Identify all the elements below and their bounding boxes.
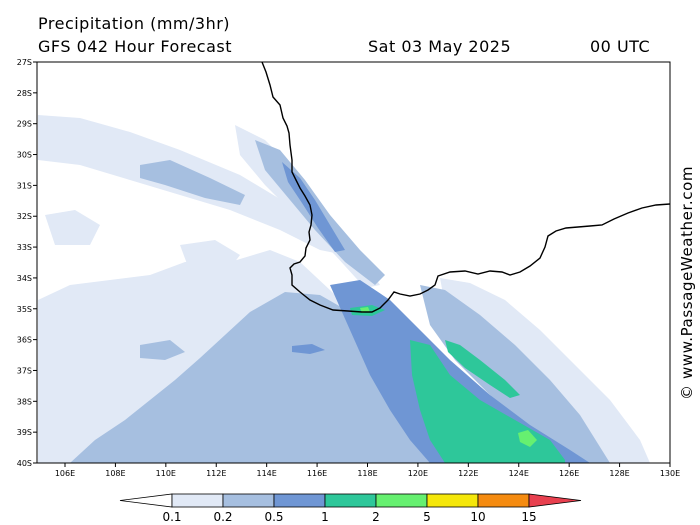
forecast-subtitle: GFS 042 Hour Forecast [38, 37, 233, 56]
legend-swatch [528, 493, 582, 508]
precip-light-patch-mid [180, 240, 240, 275]
lat-label: 34S [17, 274, 32, 283]
legend-swatch [324, 493, 377, 508]
lat-label: 36S [17, 336, 32, 345]
lon-label: 114E [257, 469, 277, 478]
lat-label: 31S [17, 181, 32, 190]
lon-label: 106E [55, 469, 75, 478]
legend-swatch [273, 493, 326, 508]
legend-swatch [375, 493, 428, 508]
lat-label: 27S [17, 58, 32, 67]
lat-label: 29S [17, 120, 32, 129]
lon-label: 120E [408, 469, 428, 478]
precip-light-patch-west [45, 210, 100, 245]
latitude-axis: 27S 28S 29S 30S 31S 32S 33S 34S 35S 36S 37S 38S 39S 4… [17, 58, 37, 468]
lon-label: 116E [307, 469, 327, 478]
legend-swatch [222, 493, 275, 508]
lat-label: 28S [17, 89, 32, 98]
legend-label: 0.2 [213, 510, 232, 524]
lat-label: 39S [17, 428, 32, 437]
map-title: Precipitation (mm/3hr) [38, 14, 231, 33]
precip-moderate-streak-north [140, 160, 245, 205]
longitude-axis: 106E 108E 110E 112E 114E 116E 118E 120E 122E 124E… [55, 463, 680, 478]
legend-swatch [426, 493, 479, 508]
precip-light-patch-coast [440, 278, 650, 463]
legend-label: 2 [372, 510, 380, 524]
lon-label: 124E [509, 469, 529, 478]
legend-label: 5 [423, 510, 431, 524]
australia-coastline [261, 62, 670, 313]
watermark-copyright: © www.PassageWeather.com [678, 165, 696, 400]
lon-label: 110E [156, 469, 176, 478]
lon-label: 130E [660, 469, 680, 478]
precip-moderate-patch [140, 340, 185, 360]
lat-label: 35S [17, 305, 32, 314]
lon-label: 118E [357, 469, 377, 478]
lon-label: 108E [105, 469, 125, 478]
lat-label: 37S [17, 366, 32, 375]
lon-label: 122E [458, 469, 478, 478]
map-frame [36, 61, 671, 464]
lat-label: 40S [17, 459, 32, 468]
legend-label: 1 [321, 510, 329, 524]
lon-label: 112E [206, 469, 226, 478]
forecast-time: 00 UTC [590, 37, 651, 56]
legend-label: 0.1 [162, 510, 181, 524]
lat-label: 33S [17, 243, 32, 252]
lon-label: 126E [559, 469, 579, 478]
lat-label: 32S [17, 212, 32, 221]
legend-swatch [119, 493, 173, 508]
legend-swatch [477, 493, 530, 508]
forecast-date: Sat 03 May 2025 [368, 37, 512, 56]
precip-intense-streak [445, 340, 520, 398]
legend-swatch [171, 493, 224, 508]
lat-label: 38S [17, 397, 32, 406]
legend-label: 0.5 [264, 510, 283, 524]
legend-label: 10 [470, 510, 485, 524]
precipitation-legend: 0.1 0.2 0.5 1 2 5 10 15 [119, 493, 582, 524]
lon-label: 128E [609, 469, 629, 478]
legend-label: 15 [521, 510, 536, 524]
precip-very-intense-spot [518, 430, 537, 447]
lat-label: 30S [17, 151, 32, 160]
precip-heavy-main-band [330, 280, 590, 463]
precip-moderate-band-coast [420, 285, 610, 463]
precip-heavy-patch [292, 344, 325, 354]
precipitation-field [37, 62, 670, 463]
